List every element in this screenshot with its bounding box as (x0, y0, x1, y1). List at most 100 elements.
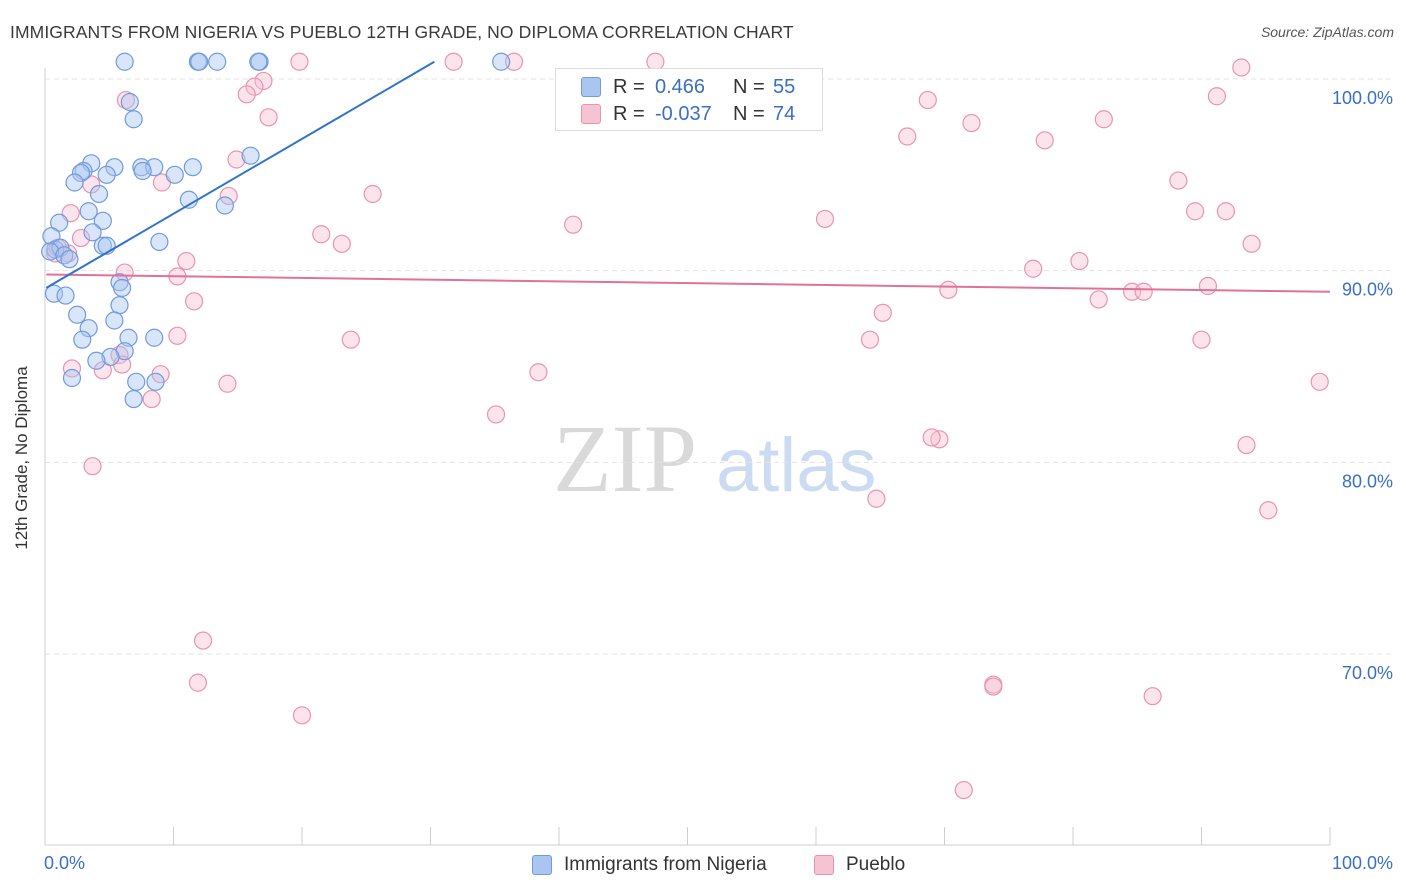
pueblo-point (363, 184, 382, 204)
pueblo-point (1094, 110, 1113, 129)
pueblo-point (184, 292, 204, 311)
pueblo-point (873, 303, 892, 322)
pueblo-point (177, 251, 196, 271)
nigeria-point (241, 146, 260, 165)
nigeria-point (87, 351, 106, 370)
watermark: ZIP atlas (553, 405, 877, 512)
series-legend-nigeria[interactable]: Immigrants from Nigeria (532, 852, 767, 878)
legend-r-value: 0.466 (655, 75, 706, 98)
pueblo-point (1143, 687, 1162, 706)
pueblo-point (962, 113, 981, 133)
y-tick-label: 70.0% (1342, 663, 1393, 683)
legend-row-nigeria: R = 0.466 N = 55 (556, 74, 795, 100)
axes (44, 68, 1331, 846)
pueblo-point (227, 150, 246, 169)
y-tick-label: 80.0% (1342, 471, 1393, 491)
pueblo-point (1070, 251, 1089, 271)
nigeria-point (165, 165, 184, 184)
pueblo-point (1259, 501, 1278, 520)
pueblo-point (83, 457, 102, 476)
pueblo-point (1216, 202, 1236, 221)
nigeria-point (190, 52, 209, 71)
series-label-nigeria: Immigrants from Nigeria (564, 854, 767, 875)
nigeria-point (79, 202, 98, 221)
pueblo-point (1232, 58, 1251, 77)
pueblo-point (860, 330, 880, 349)
nigeria-point (65, 173, 84, 192)
nigeria-point (105, 311, 124, 330)
y-tick-label: 100.0% (1332, 88, 1393, 108)
nigeria-point (146, 372, 165, 391)
pueblo-point (984, 677, 1003, 696)
nigeria-point (56, 286, 75, 305)
pueblo-point (898, 127, 917, 146)
pueblo-point (1185, 202, 1205, 221)
pueblo-point (93, 361, 112, 380)
pueblo-point (1192, 330, 1211, 349)
nigeria-point (105, 158, 124, 177)
nigeria-point (215, 196, 234, 215)
pueblo-point (444, 52, 463, 71)
legend-n-label: N = (733, 102, 765, 125)
y-axis-label: 12th Grade, No Diploma (12, 366, 31, 550)
pueblo-point (504, 52, 524, 71)
legend-n-value: 55 (773, 75, 796, 98)
nigeria-point (119, 328, 138, 347)
chart-title: IMMIGRANTS FROM NIGERIA VS PUEBLO 12TH G… (10, 22, 794, 42)
pueblo-point (332, 234, 351, 253)
legend-n-value: 74 (773, 102, 796, 125)
grid-lines (45, 78, 1395, 655)
nigeria-point (60, 250, 79, 269)
nigeria-point (112, 278, 132, 298)
nigeria-point (145, 328, 164, 347)
series-label-pueblo: Pueblo (846, 854, 906, 875)
nigeria-point (249, 52, 268, 71)
pueblo-point (1024, 259, 1043, 278)
nigeria-point (97, 165, 116, 184)
legend-row-pueblo: R = -0.037 N = 74 (556, 101, 795, 127)
y-tick-label: 90.0% (1342, 280, 1393, 300)
nigeria-point (62, 368, 82, 388)
pueblo-point (71, 228, 91, 248)
pueblo-point (1169, 171, 1188, 190)
source-credit: Source: ZipAtlas.com (1260, 24, 1394, 40)
pueblo-point (218, 374, 237, 393)
nigeria-point (41, 242, 60, 261)
nigeria-point (110, 296, 129, 315)
pueblo-point (1035, 131, 1054, 150)
pueblo-point (219, 186, 238, 206)
pueblo-point (245, 77, 264, 96)
pueblo-point (292, 706, 312, 725)
pueblo-point (922, 428, 941, 447)
pueblo-point (1198, 276, 1218, 296)
nigeria-point (120, 92, 139, 112)
watermark-atlas: atlas (716, 423, 877, 508)
nigeria-point (115, 52, 134, 71)
pueblo-point (62, 359, 82, 378)
nigeria-point (83, 223, 102, 242)
nigeria-point (79, 319, 98, 338)
pueblo-point (1207, 87, 1227, 106)
pueblo-point (259, 108, 278, 127)
legend-n-label: N = (733, 75, 765, 98)
pueblo-point (939, 280, 958, 299)
pueblo-point (142, 389, 161, 409)
stats-legend: R = 0.466 N = 55 R = -0.037 N = 74 (555, 68, 823, 131)
legend-swatch-nigeria (581, 77, 601, 97)
x-tick-label: 100.0% (1332, 853, 1393, 873)
series-legend: Immigrants from Nigeria Pueblo (0, 852, 1406, 878)
nigeria-point (133, 161, 152, 181)
nigeria-point (93, 211, 112, 230)
nigeria-point (492, 52, 511, 71)
series-swatch-nigeria (532, 855, 552, 875)
pueblo-point (168, 326, 187, 345)
pueblo-point (564, 215, 583, 234)
tick-labels: 100.0% 90.0% 80.0% 70.0% 0.0% 100.0% (44, 88, 1393, 873)
pueblo-point (312, 225, 331, 244)
nigeria-point (183, 158, 202, 177)
pueblo-point (815, 209, 835, 229)
nigeria-point (68, 305, 87, 324)
x-tick-label: 0.0% (44, 853, 85, 873)
series-legend-pueblo[interactable]: Pueblo (814, 852, 905, 878)
pueblo-point (115, 263, 134, 282)
